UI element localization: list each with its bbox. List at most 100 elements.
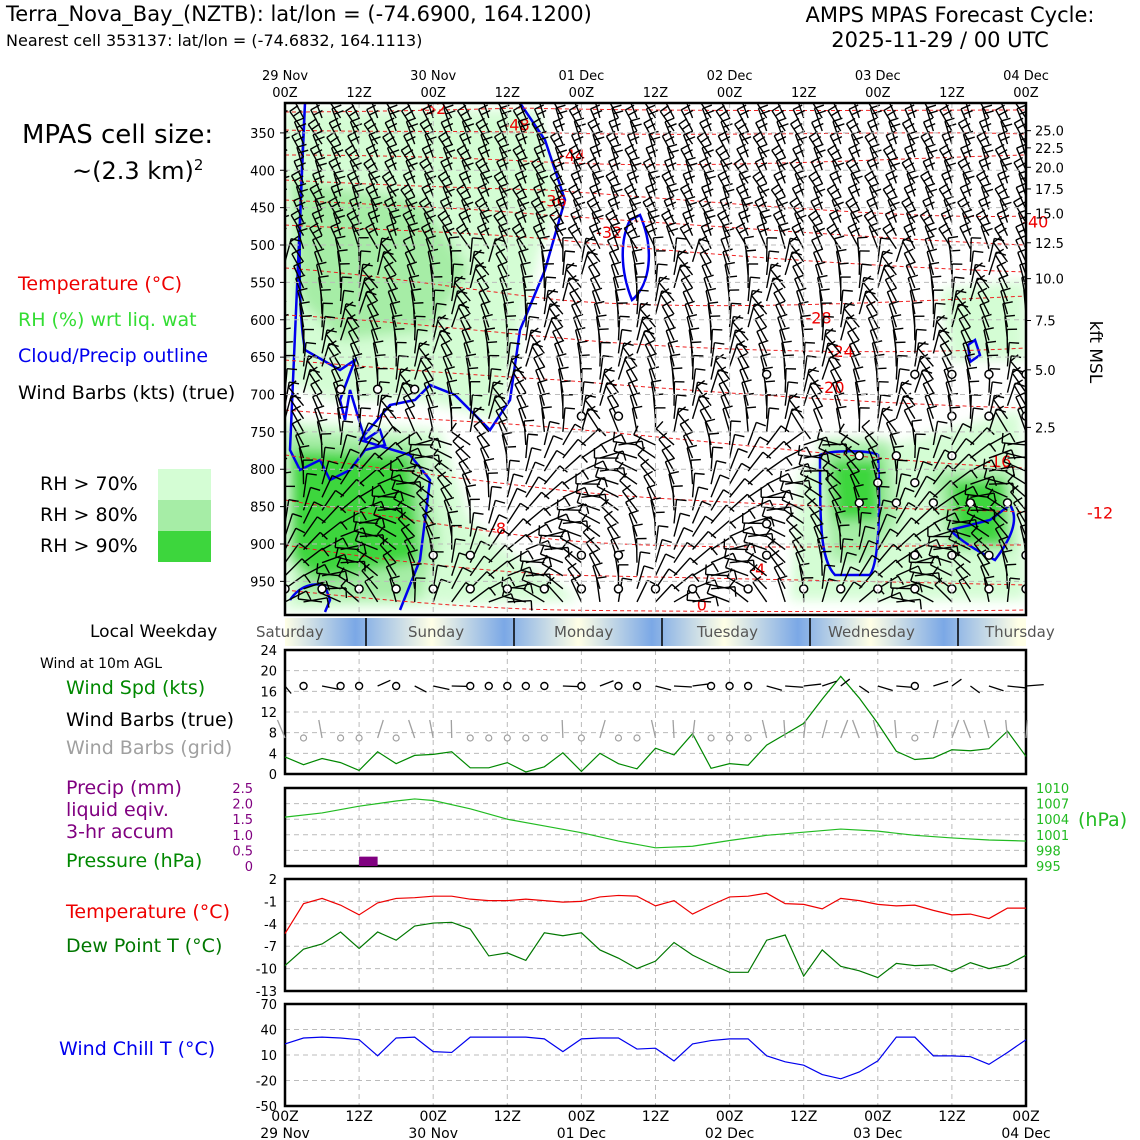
wind-barb-staff xyxy=(743,395,749,419)
wind-barb-feather xyxy=(551,92,560,97)
wind-barb-staff xyxy=(461,474,471,498)
wind-barb-feather xyxy=(925,122,936,129)
wind-barb-staff xyxy=(562,486,586,498)
wind-barb-feather xyxy=(314,196,325,201)
wind-barb-feather xyxy=(850,209,861,214)
wind-barb-feather xyxy=(850,188,861,195)
wind-barb-staff xyxy=(1015,187,1026,210)
wind-barb-feather xyxy=(867,214,877,222)
wind-barb-feather xyxy=(720,135,731,142)
wind-barb-staff xyxy=(914,538,937,551)
wind-barb-feather xyxy=(804,486,813,495)
wind-barb-feather xyxy=(479,209,490,214)
wind-barb-staff xyxy=(546,295,564,315)
wind-barb-feather xyxy=(804,341,815,344)
wind-barb-feather xyxy=(531,117,541,125)
wind-barb-feather xyxy=(592,149,603,155)
wind-barb-feather xyxy=(523,580,530,590)
wind-barb-feather xyxy=(403,392,413,399)
wind-barb-feather xyxy=(403,130,414,137)
wind-barb-feather xyxy=(668,188,679,193)
panel-tick-label: -10 xyxy=(256,963,277,978)
wind-barb-feather xyxy=(442,182,453,188)
wind-barb-feather xyxy=(442,201,453,208)
top-hour-label: 00Z xyxy=(569,86,595,101)
wind-barb-staff xyxy=(709,316,712,341)
wind-barb-feather xyxy=(980,562,991,567)
wind-barb-feather xyxy=(843,445,852,454)
wind-barb-feather xyxy=(527,433,538,436)
wind-barb-staff xyxy=(903,187,916,210)
wind-barb-staff xyxy=(502,595,526,603)
wind-barb-feather xyxy=(575,162,586,167)
wind-barb-staff xyxy=(885,135,897,158)
wind-barb-feather xyxy=(886,418,896,424)
wind-barb-staff xyxy=(951,277,956,302)
wind-barb-feather xyxy=(698,486,709,491)
wind-barb-staff xyxy=(358,250,362,275)
wind-barb-feather xyxy=(369,313,380,319)
wind-barb-feather xyxy=(752,560,756,571)
wind-barb-feather xyxy=(322,547,330,557)
surface-calm-circle xyxy=(725,681,734,691)
wind-barb-feather xyxy=(979,175,989,182)
wind-barb-feather xyxy=(902,235,912,242)
wind-barb-feather xyxy=(1013,156,1024,164)
wind-barb-feather xyxy=(611,104,622,109)
wind-barb-feather xyxy=(491,368,502,371)
grid-calm-circle xyxy=(355,734,363,742)
wind-barb-feather xyxy=(794,169,805,175)
wind-barb-staff xyxy=(691,355,695,380)
wind-barb-staff xyxy=(636,565,645,590)
wind-barb-feather xyxy=(385,175,395,183)
wind-barb-feather xyxy=(888,117,899,122)
wind-barb-staff xyxy=(332,382,342,406)
wind-barb-feather xyxy=(462,117,473,123)
wind-barb-staff xyxy=(765,250,770,275)
wind-barb-feather xyxy=(1031,440,1033,450)
wind-barb-feather xyxy=(682,169,693,175)
surface-wind-barb xyxy=(655,685,672,691)
wind-barb-feather xyxy=(404,109,414,117)
surface-wind-barb xyxy=(433,685,450,691)
wind-barb-staff xyxy=(747,483,769,498)
wind-barb-feather xyxy=(754,196,765,203)
wind-barb-feather xyxy=(347,169,357,177)
wind-barb-staff xyxy=(940,213,953,236)
wind-barb-feather xyxy=(503,301,514,305)
wind-barb-feather xyxy=(594,300,605,305)
wind-barb-feather xyxy=(735,340,746,347)
grid-wind-barb xyxy=(599,719,606,739)
calm-wind-circle xyxy=(613,550,624,560)
grid-calm-circle xyxy=(485,734,493,742)
top-hour-label: 12Z xyxy=(495,86,521,101)
wind-barb-staff xyxy=(914,369,924,393)
wind-barb-staff xyxy=(523,420,527,446)
wind-barb-feather xyxy=(788,523,798,531)
wind-barb-feather xyxy=(959,222,970,228)
wind-barb-feather xyxy=(405,156,416,162)
wind-barb-feather xyxy=(702,104,713,110)
wind-barb-feather xyxy=(307,118,317,126)
wind-barb-feather xyxy=(868,313,878,319)
wind-barb-staff xyxy=(784,430,806,446)
wind-barb-feather xyxy=(981,122,992,129)
wind-barb-staff xyxy=(710,474,721,498)
wind-barb-feather xyxy=(422,509,432,516)
surface-calm-circle xyxy=(521,681,531,691)
wind-barb-feather xyxy=(774,109,785,117)
wind-barb-staff xyxy=(783,355,786,380)
wind-barb-staff xyxy=(663,200,675,223)
wind-barb-feather xyxy=(964,484,968,495)
wind-barb-feather xyxy=(305,590,312,601)
wind-barb-feather xyxy=(871,149,882,154)
wind-barb-feather xyxy=(590,162,600,169)
sfc-wind-title: Wind at 10m AGL xyxy=(40,656,163,672)
wind-barb-staff xyxy=(488,500,497,524)
wind-barb-feather xyxy=(391,479,397,490)
wind-barb-feather xyxy=(556,227,567,233)
wind-barb-feather xyxy=(445,149,456,155)
wind-barb-feather xyxy=(275,288,284,292)
wind-barb-feather xyxy=(501,149,512,154)
wind-barb-feather xyxy=(480,188,490,195)
